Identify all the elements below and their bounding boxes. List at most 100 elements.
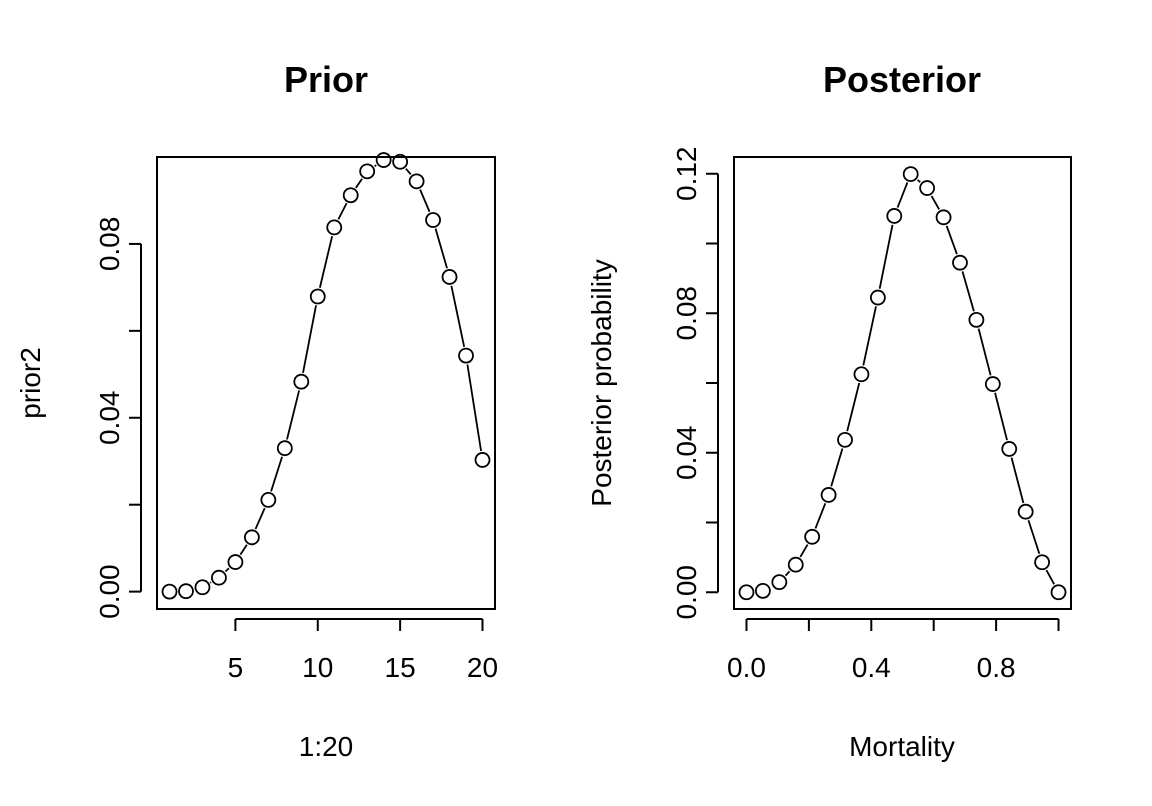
posterior-x-axis: 0.0 0.4 0.8 <box>727 618 1060 683</box>
prior-y-tick-label: 0.00 <box>94 564 125 619</box>
posterior-y-tick-label: 0.04 <box>671 426 702 481</box>
prior-data-point <box>309 288 326 305</box>
prior-line-segment <box>286 390 301 440</box>
prior-data-point <box>441 269 458 285</box>
prior-line-segment <box>337 202 348 220</box>
prior-line-segment <box>466 364 482 452</box>
posterior-line-segment <box>930 195 940 210</box>
posterior-x-tick-label: 0.0 <box>727 652 766 683</box>
prior-x-axis: 5 10 15 20 <box>228 618 498 683</box>
prior-series-points <box>161 152 491 600</box>
prior-data-point <box>359 163 376 180</box>
posterior-data-point <box>869 289 886 306</box>
prior-x-tick-label: 20 <box>467 652 498 683</box>
posterior-series-points <box>738 166 1067 601</box>
posterior-line-segment <box>878 224 894 289</box>
posterior-data-point <box>804 528 821 545</box>
posterior-data-point <box>754 582 771 599</box>
posterior-line-segment <box>916 179 921 183</box>
prior-x-tick-label: 15 <box>385 652 416 683</box>
posterior-y-tick-label: 0.12 <box>671 146 702 201</box>
prior-line-segment <box>450 285 466 347</box>
posterior-line-segment <box>1045 569 1055 585</box>
prior-y-label: prior2 <box>15 347 46 419</box>
posterior-y-tick-label: 0.00 <box>671 565 702 620</box>
posterior-data-point <box>902 166 919 182</box>
posterior-line-segment <box>830 448 844 487</box>
posterior-x-tick-label: 0.4 <box>852 652 891 683</box>
posterior-panel: Posterior 0.0 0.4 0.8 0.00 0.04 0.08 0.12 Mor… <box>586 59 1072 762</box>
prior-line-segment <box>374 164 377 167</box>
posterior-data-point <box>935 209 952 226</box>
prior-data-point <box>243 529 260 546</box>
posterior-x-tick-label: 0.8 <box>977 652 1016 683</box>
prior-data-point <box>408 173 425 190</box>
prior-line-segment <box>224 567 230 573</box>
prior-data-point <box>227 554 244 570</box>
posterior-data-point <box>1050 584 1067 601</box>
posterior-line-segment <box>896 182 909 208</box>
posterior-data-point <box>787 556 804 573</box>
prior-data-point <box>474 452 491 468</box>
posterior-y-axis: 0.00 0.04 0.08 0.12 <box>671 146 719 620</box>
prior-line-segment <box>239 544 248 556</box>
posterior-line-segment <box>784 570 791 577</box>
prior-data-point <box>342 187 359 204</box>
prior-data-point <box>326 219 343 236</box>
posterior-title: Posterior <box>823 59 981 100</box>
posterior-data-point <box>738 584 755 601</box>
prior-data-point <box>425 212 441 228</box>
prior-data-point <box>392 153 409 170</box>
posterior-data-point <box>1001 441 1018 457</box>
posterior-data-point <box>853 366 870 383</box>
prior-y-axis: 0.00 0.04 0.08 <box>94 217 142 619</box>
prior-line-segment <box>434 228 448 269</box>
posterior-data-point <box>837 431 853 448</box>
prior-x-label: 1:20 <box>299 731 354 762</box>
prior-line-segment <box>419 189 431 213</box>
posterior-data-point <box>1017 503 1034 520</box>
posterior-line-segment <box>994 392 1008 441</box>
prior-line-segment <box>209 581 212 584</box>
posterior-y-label: Posterior probability <box>586 259 617 506</box>
prior-plot-box <box>156 156 496 610</box>
posterior-line-segment <box>1027 519 1041 554</box>
prior-data-point <box>293 373 310 390</box>
prior-line-segment <box>355 178 363 189</box>
posterior-x-label: Mortality <box>849 731 955 762</box>
prior-y-tick-label: 0.08 <box>94 217 125 272</box>
posterior-data-point <box>919 180 936 196</box>
posterior-data-point <box>820 487 837 503</box>
posterior-data-point <box>1034 554 1051 571</box>
prior-data-point <box>276 440 293 457</box>
posterior-line-segment <box>961 271 975 312</box>
prior-data-point <box>458 347 474 364</box>
prior-line-segment <box>254 507 266 530</box>
prior-data-point <box>211 569 227 586</box>
posterior-data-point <box>952 254 968 271</box>
prior-line-segment <box>270 456 283 492</box>
posterior-line-segment <box>977 328 992 376</box>
posterior-data-point <box>771 574 788 591</box>
prior-y-tick-label: 0.04 <box>94 391 125 446</box>
prior-panel: Prior 5 10 15 20 0.00 0.04 0.08 1:20 prior2 <box>15 59 498 762</box>
posterior-y-tick-label: 0.08 <box>671 286 702 341</box>
prior-series-line <box>209 164 482 584</box>
prior-line-segment <box>318 235 334 288</box>
prior-x-tick-label: 10 <box>302 652 333 683</box>
posterior-plot-box <box>733 156 1072 610</box>
posterior-line-segment <box>799 544 809 558</box>
posterior-data-point <box>984 376 1001 392</box>
posterior-data-point <box>886 208 903 224</box>
prior-data-point <box>194 579 211 596</box>
prior-data-point <box>178 583 194 600</box>
posterior-line-segment <box>862 306 877 366</box>
posterior-line-segment <box>945 225 958 255</box>
prior-title: Prior <box>284 59 368 100</box>
posterior-data-point <box>968 311 985 328</box>
prior-data-point <box>260 492 277 508</box>
prior-line-segment <box>405 168 412 176</box>
prior-data-point <box>161 583 178 600</box>
posterior-line-segment <box>1010 457 1025 504</box>
